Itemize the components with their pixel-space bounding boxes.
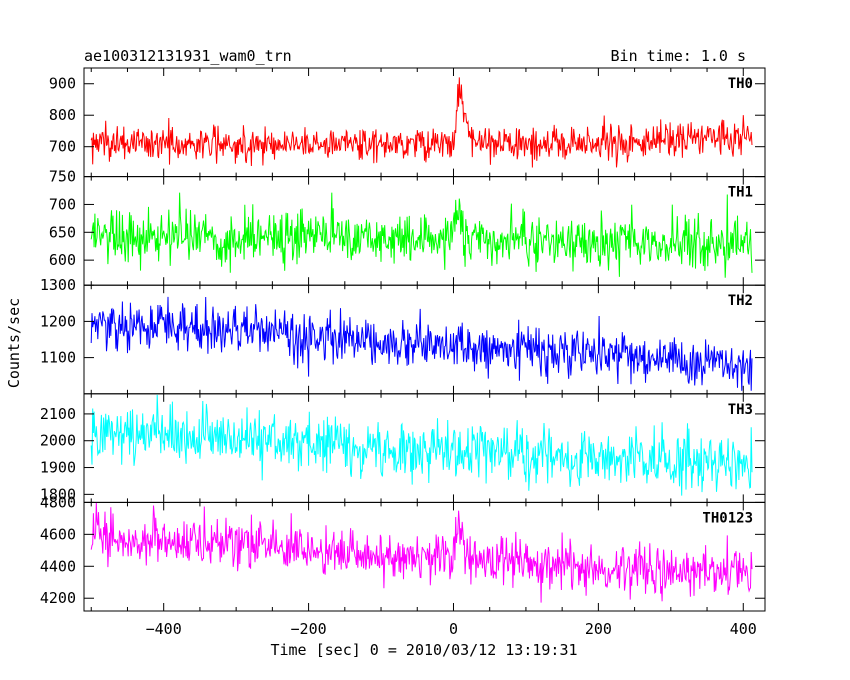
panel-label: TH2 (728, 293, 753, 309)
series-th3 (90, 394, 753, 496)
panel-stack: 700 800 900 TH0 600 650 700 750 TH1 1100 1200 1300 T… (40, 67, 766, 612)
y-tick-label: 700 (49, 138, 76, 156)
y-tick-label: 1800 (40, 485, 76, 503)
y-tick-label: 1200 (40, 312, 76, 330)
x-tick-label: −200 (291, 620, 327, 638)
y-axis-title: Counts/sec (5, 298, 23, 388)
x-tick-label: 0 (449, 620, 458, 638)
panel-frame (83, 501, 766, 612)
panel-th1: 600 650 700 750 TH1 (49, 168, 766, 286)
x-tick-label: 200 (585, 620, 612, 638)
panel-th0123: 4200 4400 4600 4800 TH0123 (40, 493, 766, 612)
y-tick-label: 650 (49, 223, 76, 241)
panel-label: TH0 (728, 76, 753, 92)
series-th1 (90, 192, 753, 278)
y-tick-label: 1900 (40, 459, 76, 477)
panel-label: TH3 (728, 402, 753, 418)
series-th2 (90, 296, 753, 391)
y-tick-label: 600 (49, 251, 76, 269)
series-th0123 (90, 502, 753, 603)
series-th0 (90, 77, 753, 168)
y-tick-label: 4200 (40, 589, 76, 607)
x-axis: −400 −200 0 200 400 (146, 620, 757, 638)
x-tick-label: −400 (146, 620, 182, 638)
panel-label: TH0123 (702, 510, 753, 526)
y-tick-label: 4800 (40, 493, 76, 511)
y-tick-label: 2100 (40, 405, 76, 423)
y-tick-label: 1100 (40, 349, 76, 367)
y-tick-label: 750 (49, 168, 76, 186)
y-tick-label: 900 (49, 75, 76, 93)
y-tick-label: 1300 (40, 276, 76, 294)
y-tick-label: 700 (49, 195, 76, 213)
y-tick-label: 800 (49, 106, 76, 124)
bin-time-label: Bin time: 1.0 s (611, 47, 746, 65)
observation-title: ae100312131931_wam0_trn (84, 47, 292, 65)
panel-label: TH1 (728, 185, 753, 201)
y-tick-label: 4400 (40, 557, 76, 575)
x-tick-label: 400 (730, 620, 757, 638)
panel-th2: 1100 1200 1300 TH2 (40, 276, 766, 395)
panel-th3: 1800 1900 2000 2100 TH3 (40, 393, 766, 503)
y-tick-label: 4600 (40, 525, 76, 543)
y-tick-label: 2000 (40, 432, 76, 450)
panel-th0: 700 800 900 TH0 (49, 67, 766, 178)
x-axis-title: Time [sec] 0 = 2010/03/12 13:19:31 (270, 641, 577, 659)
panel-frame (83, 284, 766, 395)
